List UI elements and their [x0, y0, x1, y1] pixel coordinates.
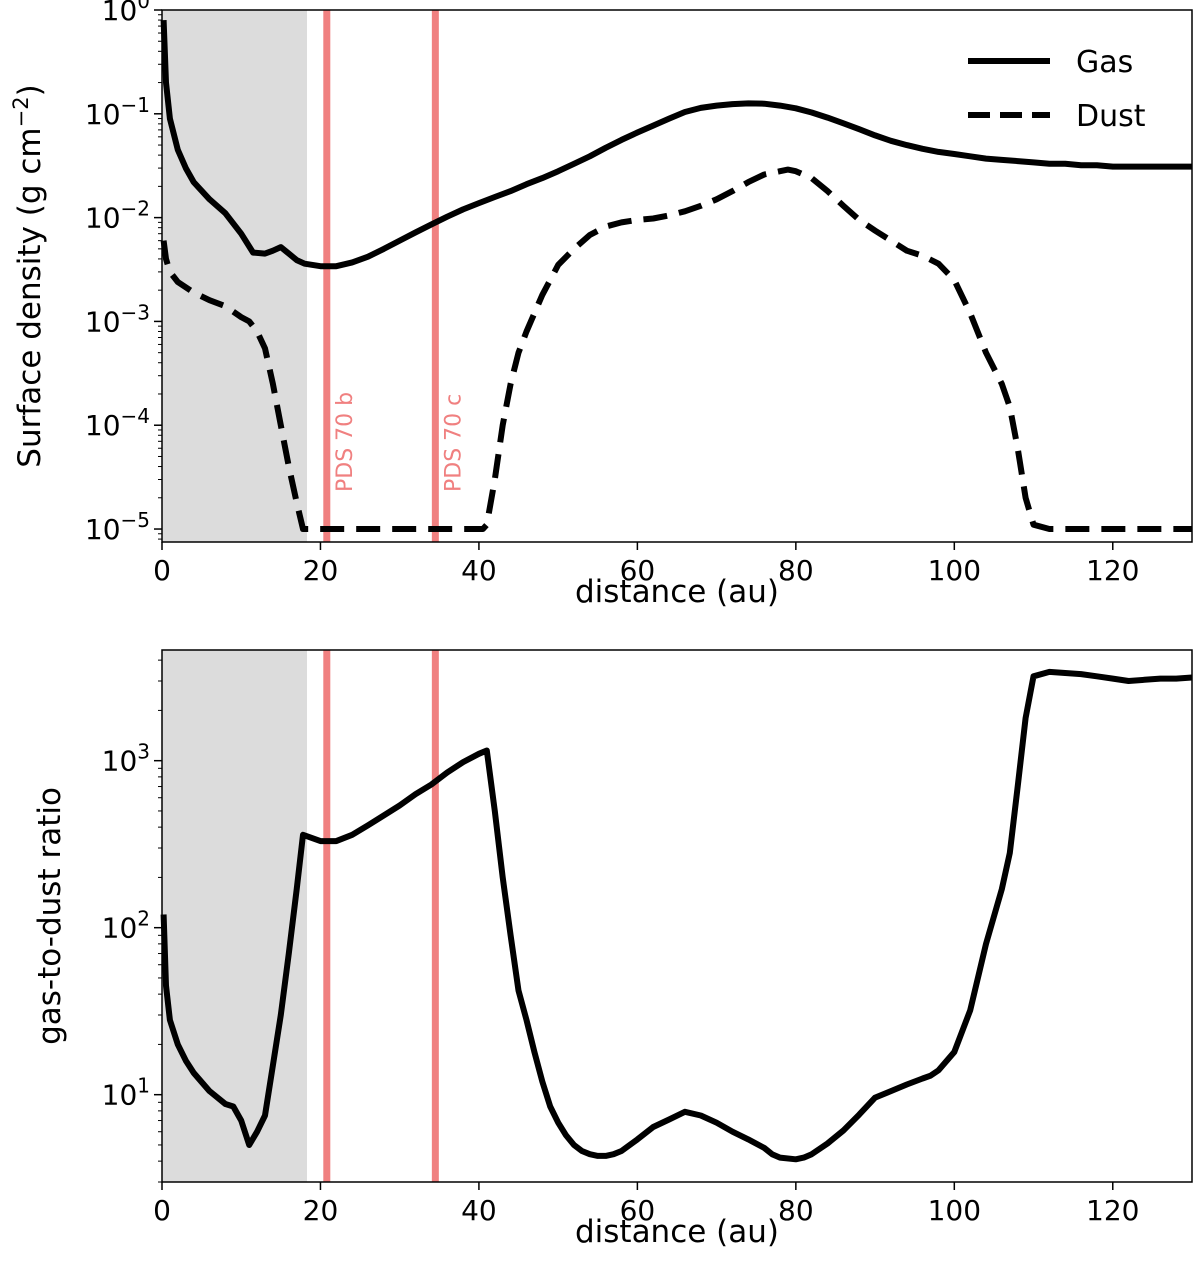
top-planet-b-line [323, 10, 331, 542]
y-tick-label: 100 [102, 0, 150, 27]
x-tick-label: 120 [1086, 554, 1139, 587]
x-tick-label: 20 [303, 1194, 339, 1227]
x-tick-label: 80 [778, 554, 814, 587]
x-tick-label: 0 [153, 554, 171, 587]
bottom-axes-frame [161, 649, 1193, 1183]
legend-gas-label: Gas [1076, 45, 1133, 80]
y-tick-label: 10−1 [85, 93, 150, 131]
legend: Gas Dust [968, 45, 1146, 134]
planet-b-label: PDS 70 b [333, 392, 358, 492]
bottom-x-ticks: 0 20 40 60 80 100 120 [153, 1182, 1139, 1227]
y-tick-label: 10−5 [85, 508, 150, 546]
y-tick-label: 103 [102, 740, 150, 778]
x-tick-label: 100 [928, 554, 981, 587]
bottom-planet-b-line [323, 650, 331, 1182]
x-tick-label: 40 [461, 1194, 497, 1227]
x-tick-label: 60 [620, 1194, 656, 1227]
dust-series-line [160, 166, 1192, 532]
y-tick-label: 10−3 [85, 300, 150, 338]
gas-series-line [160, 19, 1192, 270]
top-x-axis-label: distance (au) [575, 574, 779, 610]
bottom-series-lines [160, 668, 1193, 1163]
top-series-lines [160, 19, 1192, 532]
x-tick-label: 40 [461, 554, 497, 587]
y-tick-label: 102 [102, 907, 150, 945]
top-x-ticks: 0 20 40 60 80 100 120 [153, 542, 1139, 587]
top-planet-c-line [431, 10, 439, 542]
top-axes-frame [161, 9, 1193, 543]
x-tick-label: 80 [778, 1194, 814, 1227]
y-tick-label: 10−2 [85, 197, 150, 235]
top-y-axis-label: Surface density (g cm−2) [9, 84, 48, 467]
bottom-x-axis-label: distance (au) [575, 1214, 779, 1250]
x-tick-label: 60 [620, 554, 656, 587]
y-tick-label: 101 [102, 1074, 150, 1112]
legend-dust-label: Dust [1076, 99, 1146, 134]
planet-c-label: PDS 70 c [441, 394, 466, 492]
surface-density-panel: PDS 70 b PDS 70 c 0 20 40 60 80 100 120 100 10−… [9, 0, 1193, 610]
x-tick-label: 120 [1086, 1194, 1139, 1227]
x-tick-label: 0 [153, 1194, 171, 1227]
bottom-y-axis-label: gas-to-dust ratio [32, 787, 68, 1045]
bottom-planet-c-line [431, 650, 439, 1182]
bottom-shaded-inner-region [162, 650, 307, 1182]
ratio-series-line [160, 668, 1193, 1163]
bottom-y-ticks: 101 102 103 [102, 659, 162, 1183]
top-shaded-inner-region [162, 10, 307, 542]
top-y-ticks: 100 10−1 10−2 10−3 10−4 10−5 [85, 0, 162, 546]
y-tick-label: 10−4 [85, 404, 150, 442]
x-tick-label: 20 [303, 554, 339, 587]
x-tick-label: 100 [928, 1194, 981, 1227]
